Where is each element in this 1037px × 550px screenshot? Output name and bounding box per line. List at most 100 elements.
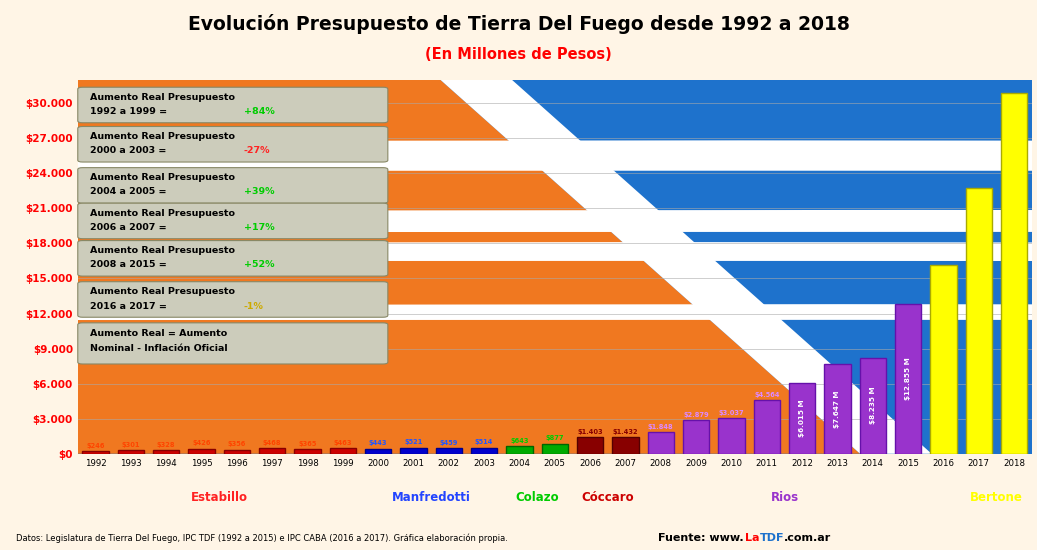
Text: (En Millones de Pesos): (En Millones de Pesos) — [425, 47, 612, 62]
Text: $3.037: $3.037 — [719, 410, 745, 416]
Text: TDF: TDF — [760, 534, 785, 543]
Bar — [719, 418, 745, 454]
Text: Cóccaro: Cóccaro — [582, 491, 634, 504]
Text: $514: $514 — [475, 439, 494, 446]
Bar — [365, 449, 391, 454]
Text: $1.848: $1.848 — [648, 424, 674, 430]
Polygon shape — [78, 80, 860, 454]
Text: Rios: Rios — [770, 491, 798, 504]
Text: $22.749 M: $22.749 M — [976, 300, 982, 342]
Polygon shape — [0, 242, 1037, 266]
Text: $468: $468 — [262, 440, 281, 446]
Bar — [117, 450, 144, 454]
FancyBboxPatch shape — [78, 87, 388, 123]
Text: +39%: +39% — [244, 188, 274, 196]
FancyBboxPatch shape — [78, 168, 388, 203]
Text: 2008 a 2015 =: 2008 a 2015 = — [90, 260, 170, 270]
Text: $426: $426 — [192, 441, 211, 447]
Bar — [224, 449, 250, 454]
Text: Aumento Real Presupuesto: Aumento Real Presupuesto — [90, 132, 235, 141]
Text: $643: $643 — [510, 438, 529, 444]
Text: $463: $463 — [334, 440, 352, 446]
Bar — [895, 304, 922, 454]
Bar — [400, 448, 426, 454]
Bar — [1001, 94, 1028, 454]
Text: Aumento Real Presupuesto: Aumento Real Presupuesto — [90, 246, 235, 255]
Text: 1992 a 1999 =: 1992 a 1999 = — [90, 107, 170, 116]
Text: Aumento Real Presupuesto: Aumento Real Presupuesto — [90, 287, 235, 296]
Text: Nominal - Inflación Oficial: Nominal - Inflación Oficial — [90, 344, 228, 353]
Text: +17%: +17% — [244, 223, 275, 232]
Bar — [860, 358, 886, 454]
Text: $1.432: $1.432 — [613, 428, 639, 434]
Bar — [471, 448, 498, 454]
Text: Bertone: Bertone — [970, 491, 1022, 504]
Bar — [295, 449, 320, 454]
Bar — [188, 449, 215, 454]
Text: +84%: +84% — [244, 107, 275, 116]
Bar — [506, 446, 533, 454]
Text: Evolución Presupuesto de Tierra Del Fuego desde 1992 a 2018: Evolución Presupuesto de Tierra Del Fueg… — [188, 14, 849, 34]
Text: -1%: -1% — [244, 301, 263, 311]
Text: 2004 a 2005 =: 2004 a 2005 = — [90, 188, 170, 196]
Polygon shape — [0, 304, 1037, 324]
Polygon shape — [0, 140, 1037, 180]
Text: Colazo: Colazo — [515, 491, 559, 504]
Text: $6.015 M: $6.015 M — [800, 400, 805, 437]
Bar — [683, 420, 709, 454]
Text: La: La — [745, 534, 759, 543]
FancyBboxPatch shape — [78, 126, 388, 162]
Text: $443: $443 — [369, 440, 388, 446]
Polygon shape — [441, 80, 931, 454]
Bar — [612, 437, 639, 454]
Text: $459: $459 — [440, 440, 458, 446]
Text: $12.855 M: $12.855 M — [905, 358, 912, 400]
FancyBboxPatch shape — [78, 282, 388, 317]
Text: $877: $877 — [545, 435, 564, 441]
Text: $16.125 M: $16.125 M — [941, 338, 947, 381]
Text: Manfredotti: Manfredotti — [392, 491, 471, 504]
Text: $2.879: $2.879 — [683, 412, 709, 418]
Bar — [577, 437, 604, 454]
Text: Aumento Real Presupuesto: Aumento Real Presupuesto — [90, 209, 235, 218]
Text: -27%: -27% — [244, 146, 271, 155]
Text: $301: $301 — [121, 442, 140, 448]
Text: 2006 a 2007 =: 2006 a 2007 = — [90, 223, 170, 232]
Text: $246: $246 — [86, 443, 105, 449]
Text: $328: $328 — [157, 442, 175, 448]
Text: $521: $521 — [404, 439, 423, 446]
Bar — [754, 400, 780, 454]
Text: Aumento Real = Aumento: Aumento Real = Aumento — [90, 329, 227, 338]
Bar — [824, 365, 850, 454]
Text: Fuente: www.: Fuente: www. — [658, 534, 745, 543]
Bar — [330, 448, 356, 454]
Text: $365: $365 — [299, 441, 316, 447]
Polygon shape — [0, 210, 1037, 238]
Bar — [259, 448, 285, 454]
FancyBboxPatch shape — [78, 240, 388, 276]
Text: $1.403: $1.403 — [578, 429, 602, 435]
Bar — [436, 448, 463, 454]
Text: $4.564: $4.564 — [754, 392, 780, 398]
Bar — [82, 451, 109, 454]
Text: +52%: +52% — [244, 260, 274, 270]
Text: .com.ar: .com.ar — [784, 534, 832, 543]
Text: Aumento Real Presupuesto: Aumento Real Presupuesto — [90, 173, 235, 182]
Text: $7.647 M: $7.647 M — [835, 390, 840, 428]
Bar — [152, 450, 179, 454]
FancyBboxPatch shape — [78, 323, 388, 364]
Text: $8.235 M: $8.235 M — [870, 387, 876, 425]
Bar — [930, 265, 957, 454]
Bar — [541, 443, 568, 454]
Bar — [789, 383, 815, 454]
Text: Aumento Real Presupuesto: Aumento Real Presupuesto — [90, 93, 235, 102]
Text: Datos: Legislatura de Tierra Del Fuego, IPC TDF (1992 a 2015) e IPC CABA (2016 a: Datos: Legislatura de Tierra Del Fuego, … — [16, 534, 507, 543]
Bar — [965, 188, 992, 454]
Text: $356: $356 — [227, 441, 246, 447]
Text: Estabillo: Estabillo — [191, 491, 248, 504]
Text: $30.836 M: $30.836 M — [1011, 252, 1017, 295]
Bar — [647, 432, 674, 454]
FancyBboxPatch shape — [78, 203, 388, 239]
Text: 2016 a 2017 =: 2016 a 2017 = — [90, 301, 170, 311]
Text: 2000 a 2003 =: 2000 a 2003 = — [90, 146, 170, 155]
